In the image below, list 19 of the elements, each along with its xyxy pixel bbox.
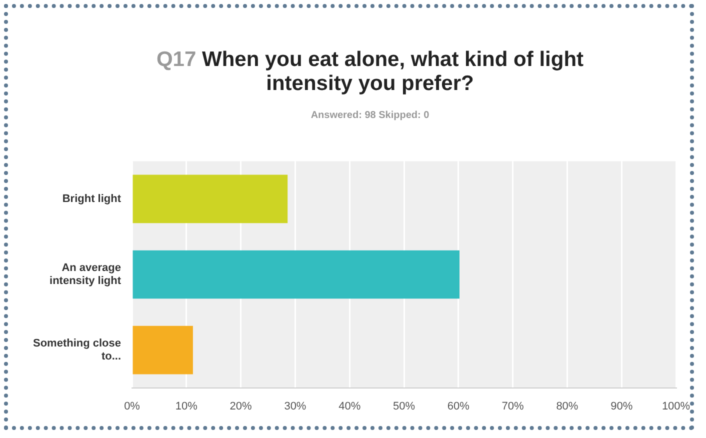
x-tick-label: 70%	[502, 400, 524, 412]
chart-title: Q17 When you eat alone, what kind of light intensity you prefer?	[155, 48, 585, 96]
bar	[132, 326, 193, 374]
x-tick-label: 20%	[230, 400, 252, 412]
x-tick-label: 0%	[124, 400, 140, 412]
x-tick-label: 80%	[556, 400, 578, 412]
x-tick-label: 40%	[338, 400, 361, 412]
x-tick-label: 100%	[662, 400, 690, 412]
y-tick-label: Something close to...	[32, 337, 122, 363]
x-tick-label: 60%	[447, 400, 470, 412]
x-tick-label: 50%	[392, 400, 416, 412]
y-tick-label: An average intensity light	[50, 262, 122, 288]
x-tick-label: 30%	[284, 400, 306, 412]
chart-subtitle: Answered: 98 Skipped: 0	[310, 110, 430, 121]
bar	[132, 250, 460, 299]
y-tick-label: Bright light	[62, 193, 122, 205]
x-tick-label: 90%	[610, 400, 633, 412]
x-tick-label: 10%	[175, 400, 198, 412]
bar	[132, 174, 288, 224]
